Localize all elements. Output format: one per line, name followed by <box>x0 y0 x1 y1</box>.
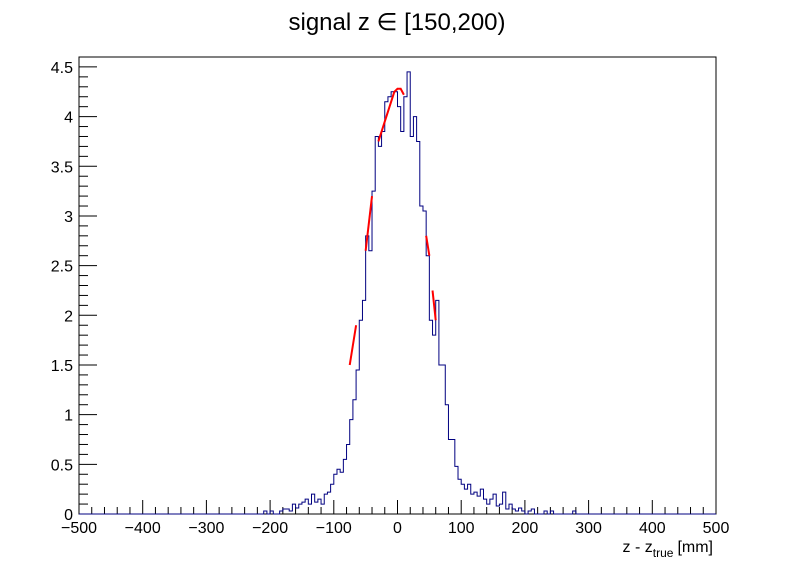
fit-segment <box>348 325 358 366</box>
x-tick-label: −300 <box>188 520 224 537</box>
x-axis-title-subscript: true <box>653 546 674 560</box>
fit-segment <box>377 87 405 142</box>
x-tick-label: 300 <box>575 520 602 537</box>
x-tick-label: −400 <box>125 520 161 537</box>
x-tick-label: 0 <box>393 520 402 537</box>
x-axis-title-main: z - z <box>623 539 653 556</box>
x-tick-label: 200 <box>512 520 539 537</box>
histogram-line <box>79 71 716 515</box>
y-tick-label: 0 <box>64 507 73 524</box>
fit-segment <box>364 195 374 251</box>
x-tick-label: −200 <box>252 520 288 537</box>
y-tick-label: 4 <box>64 110 73 127</box>
x-tick-label: −100 <box>316 520 352 537</box>
y-tick-label: 3 <box>64 209 73 226</box>
chart-title: signal z ∈ [150,200) <box>288 9 505 36</box>
y-tick-label: 1.5 <box>51 358 73 375</box>
y-tick-label: 4.5 <box>51 60 73 77</box>
y-tick-label: 0.5 <box>51 457 73 474</box>
fit-curve <box>348 87 437 366</box>
fit-segment <box>425 235 431 256</box>
x-tick-label: 500 <box>703 520 730 537</box>
y-tick-label: 2 <box>64 308 73 325</box>
x-tick-label: 400 <box>639 520 666 537</box>
y-tick-label: 1 <box>64 408 73 425</box>
plot-frame <box>78 56 717 515</box>
fit-segment <box>431 290 437 321</box>
x-tick-label: −500 <box>61 520 97 537</box>
y-tick-label: 3.5 <box>51 159 73 176</box>
x-tick-label: 100 <box>448 520 475 537</box>
x-axis-title: z - ztrue [mm] <box>623 539 713 560</box>
x-axis: −500 −400 −300 −200 −100 0 100 200 300 400 500 <box>61 500 729 537</box>
histogram-series <box>79 71 716 515</box>
y-tick-label: 2.5 <box>51 259 73 276</box>
x-axis-title-unit: [mm] <box>677 539 713 556</box>
y-axis: 0 0.5 1 1.5 2 2.5 3 3.5 4 4.5 <box>51 60 97 524</box>
